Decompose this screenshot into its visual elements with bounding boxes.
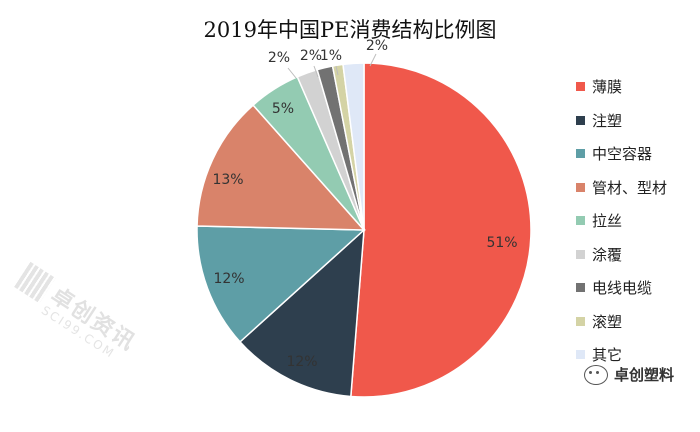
legend-label: 滚塑 — [592, 312, 623, 331]
legend-item-5: 涂覆 — [576, 238, 667, 272]
legend-swatch — [576, 216, 585, 226]
data-label-1: 12% — [286, 354, 317, 370]
legend-label: 薄膜 — [592, 78, 623, 97]
leader-line-3 — [369, 53, 377, 67]
data-label-0: 51% — [486, 235, 517, 251]
legend-item-6: 电线电缆 — [576, 271, 667, 305]
pie-slice-3 — [196, 104, 366, 231]
legend-swatch — [576, 182, 585, 192]
chart-area: 2019年中国PE消费结构比例图 51% 12% 12% 13% 5% 2% 2% 1% 2% … — [14, 18, 674, 398]
brand-badge: 卓创塑料 — [584, 364, 674, 385]
legend-label: 其它 — [592, 346, 623, 365]
legend-item-2: 中空容器 — [576, 137, 667, 171]
leader-line-0 — [287, 67, 297, 79]
legend-item-8: 其它 — [576, 338, 667, 372]
legend-label: 中空容器 — [592, 145, 653, 164]
pie-slice-1 — [238, 228, 365, 398]
data-label-5: 2% — [268, 50, 290, 66]
legend-label: 拉丝 — [592, 212, 623, 231]
legend-label: 注塑 — [592, 111, 623, 130]
legend: 薄膜注塑中空容器管材、型材拉丝涂覆电线电缆滚塑其它 — [576, 70, 667, 372]
leader-line-1 — [313, 65, 319, 78]
legend-swatch — [576, 82, 585, 92]
legend-item-1: 注塑 — [576, 104, 667, 138]
legend-item-0: 薄膜 — [576, 70, 667, 104]
legend-label: 电线电缆 — [592, 279, 653, 298]
brand-label: 卓创塑料 — [614, 366, 675, 384]
pie-slice-0 — [350, 62, 532, 398]
data-label-4: 5% — [272, 101, 294, 117]
data-label-7: 1% — [320, 48, 342, 64]
pie-slice-8 — [342, 62, 365, 231]
legend-swatch — [576, 149, 585, 159]
leader-line-2 — [335, 65, 339, 76]
data-label-6: 2% — [300, 48, 322, 64]
legend-swatch — [576, 249, 585, 259]
wechat-icon — [584, 364, 608, 385]
legend-label: 管材、型材 — [592, 178, 668, 197]
pie-chart: 51%12%12%13%5%2% 2%1%2% — [196, 38, 532, 398]
pie-slice-2 — [196, 225, 366, 343]
legend-item-7: 滚塑 — [576, 305, 667, 339]
data-label-2: 12% — [213, 271, 244, 287]
legend-swatch — [576, 316, 585, 326]
data-label-8: 2% — [366, 38, 388, 54]
legend-item-4: 拉丝 — [576, 204, 667, 238]
data-label-3: 13% — [212, 172, 243, 188]
legend-item-3: 管材、型材 — [576, 171, 667, 205]
legend-label: 涂覆 — [592, 245, 623, 264]
legend-swatch — [576, 115, 585, 125]
chart-title: 2019年中国PE消费结构比例图 — [203, 18, 497, 42]
legend-swatch — [576, 350, 585, 360]
legend-swatch — [576, 283, 585, 293]
